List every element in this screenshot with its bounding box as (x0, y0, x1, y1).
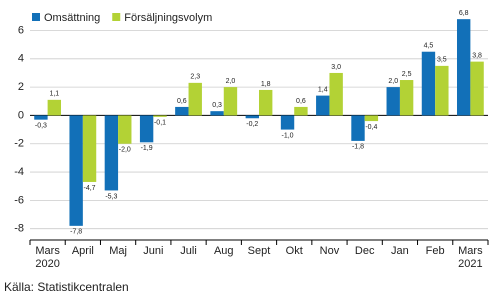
value-label: 0,6 (177, 98, 187, 105)
x-tick-label: Mars 2020 (35, 245, 60, 270)
value-label: 2,0 (226, 78, 236, 85)
value-label: -4,7 (84, 185, 96, 192)
value-label: -7,8 (70, 229, 82, 236)
bar (421, 51, 436, 116)
value-label: 3,8 (472, 52, 482, 59)
value-label: 2,5 (402, 71, 412, 78)
value-label: -0,2 (246, 121, 258, 128)
bar (245, 115, 259, 119)
value-label: 1,8 (261, 81, 271, 88)
x-tick-label: Maj (109, 245, 127, 257)
bar (435, 65, 449, 116)
x-tick-label: Nov (319, 245, 340, 257)
value-label: 4,5 (424, 43, 434, 50)
value-label: 0,6 (296, 98, 306, 105)
value-label: -0,1 (154, 120, 166, 127)
x-tick-label: Feb (425, 245, 445, 257)
value-label: 0,3 (212, 102, 222, 109)
x-tick-label: Jan (391, 245, 409, 257)
value-label: -1,8 (352, 144, 364, 151)
y-tick-label: 2 (18, 81, 24, 93)
bar (153, 115, 167, 117)
bar (118, 115, 132, 144)
bar (47, 99, 62, 116)
bar (223, 87, 238, 116)
bar (294, 106, 308, 116)
plot: -8 -6 -4 -2 0 2 4 6 -0,3 -7,8 -5,3 -1,9 0,6 0,3 -0,2 -1… (14, 10, 489, 245)
y-tick-label: -6 (14, 194, 24, 206)
legend-label: Försäljningsvolym (124, 12, 212, 24)
value-label: -0,3 (35, 123, 47, 130)
legend-label: Omsättning (44, 12, 100, 24)
x-tick-label: Aug (213, 245, 234, 257)
bar (316, 95, 330, 116)
x-tick-label: Mars 2021 (458, 245, 483, 270)
bar (34, 115, 48, 120)
bar (470, 61, 484, 116)
y-tick-label: -4 (14, 166, 24, 178)
x-tick-label: Okt (285, 245, 303, 257)
y-tick-label: -2 (14, 138, 24, 150)
bar (259, 89, 273, 116)
bar (280, 115, 295, 130)
y-tick-label: 6 (18, 24, 24, 36)
value-label: -1,0 (282, 132, 294, 139)
bar (351, 115, 365, 141)
bar (188, 82, 202, 116)
x-tick-label: April (71, 245, 94, 257)
legend-swatch (32, 13, 40, 21)
value-label: 1,4 (318, 86, 328, 93)
value-label: -2,0 (119, 147, 131, 154)
legend-swatch (112, 13, 121, 21)
bar (386, 87, 400, 116)
bar (364, 115, 379, 122)
x-tick-label: Sept (247, 245, 271, 257)
y-tick-label: 4 (18, 53, 24, 65)
value-label: 6,8 (459, 10, 469, 17)
y-tick-label: -8 (14, 223, 24, 235)
y-tick-label: 0 (18, 109, 24, 121)
bar (82, 115, 97, 182)
bar (210, 111, 224, 116)
bar (329, 72, 343, 116)
value-label: -1,9 (141, 145, 153, 152)
value-label: 1,1 (49, 91, 59, 98)
value-label: 3,0 (331, 64, 341, 71)
value-label: 3,5 (437, 57, 447, 64)
value-label: 2,0 (388, 78, 398, 85)
source: Källa: Statistikcentralen (4, 280, 129, 294)
bar (104, 115, 119, 191)
bar (69, 115, 83, 226)
x-tick-label: Juli (180, 245, 197, 257)
value-label: -0,4 (365, 124, 377, 131)
bar (399, 80, 414, 116)
value-label: -5,3 (105, 193, 117, 200)
bar (139, 115, 154, 143)
x-tick-label: Dec (354, 245, 375, 257)
x-tick-label: Juni (143, 245, 164, 257)
bar (456, 19, 471, 116)
bar (175, 106, 189, 116)
value-label: 2,3 (190, 74, 200, 81)
